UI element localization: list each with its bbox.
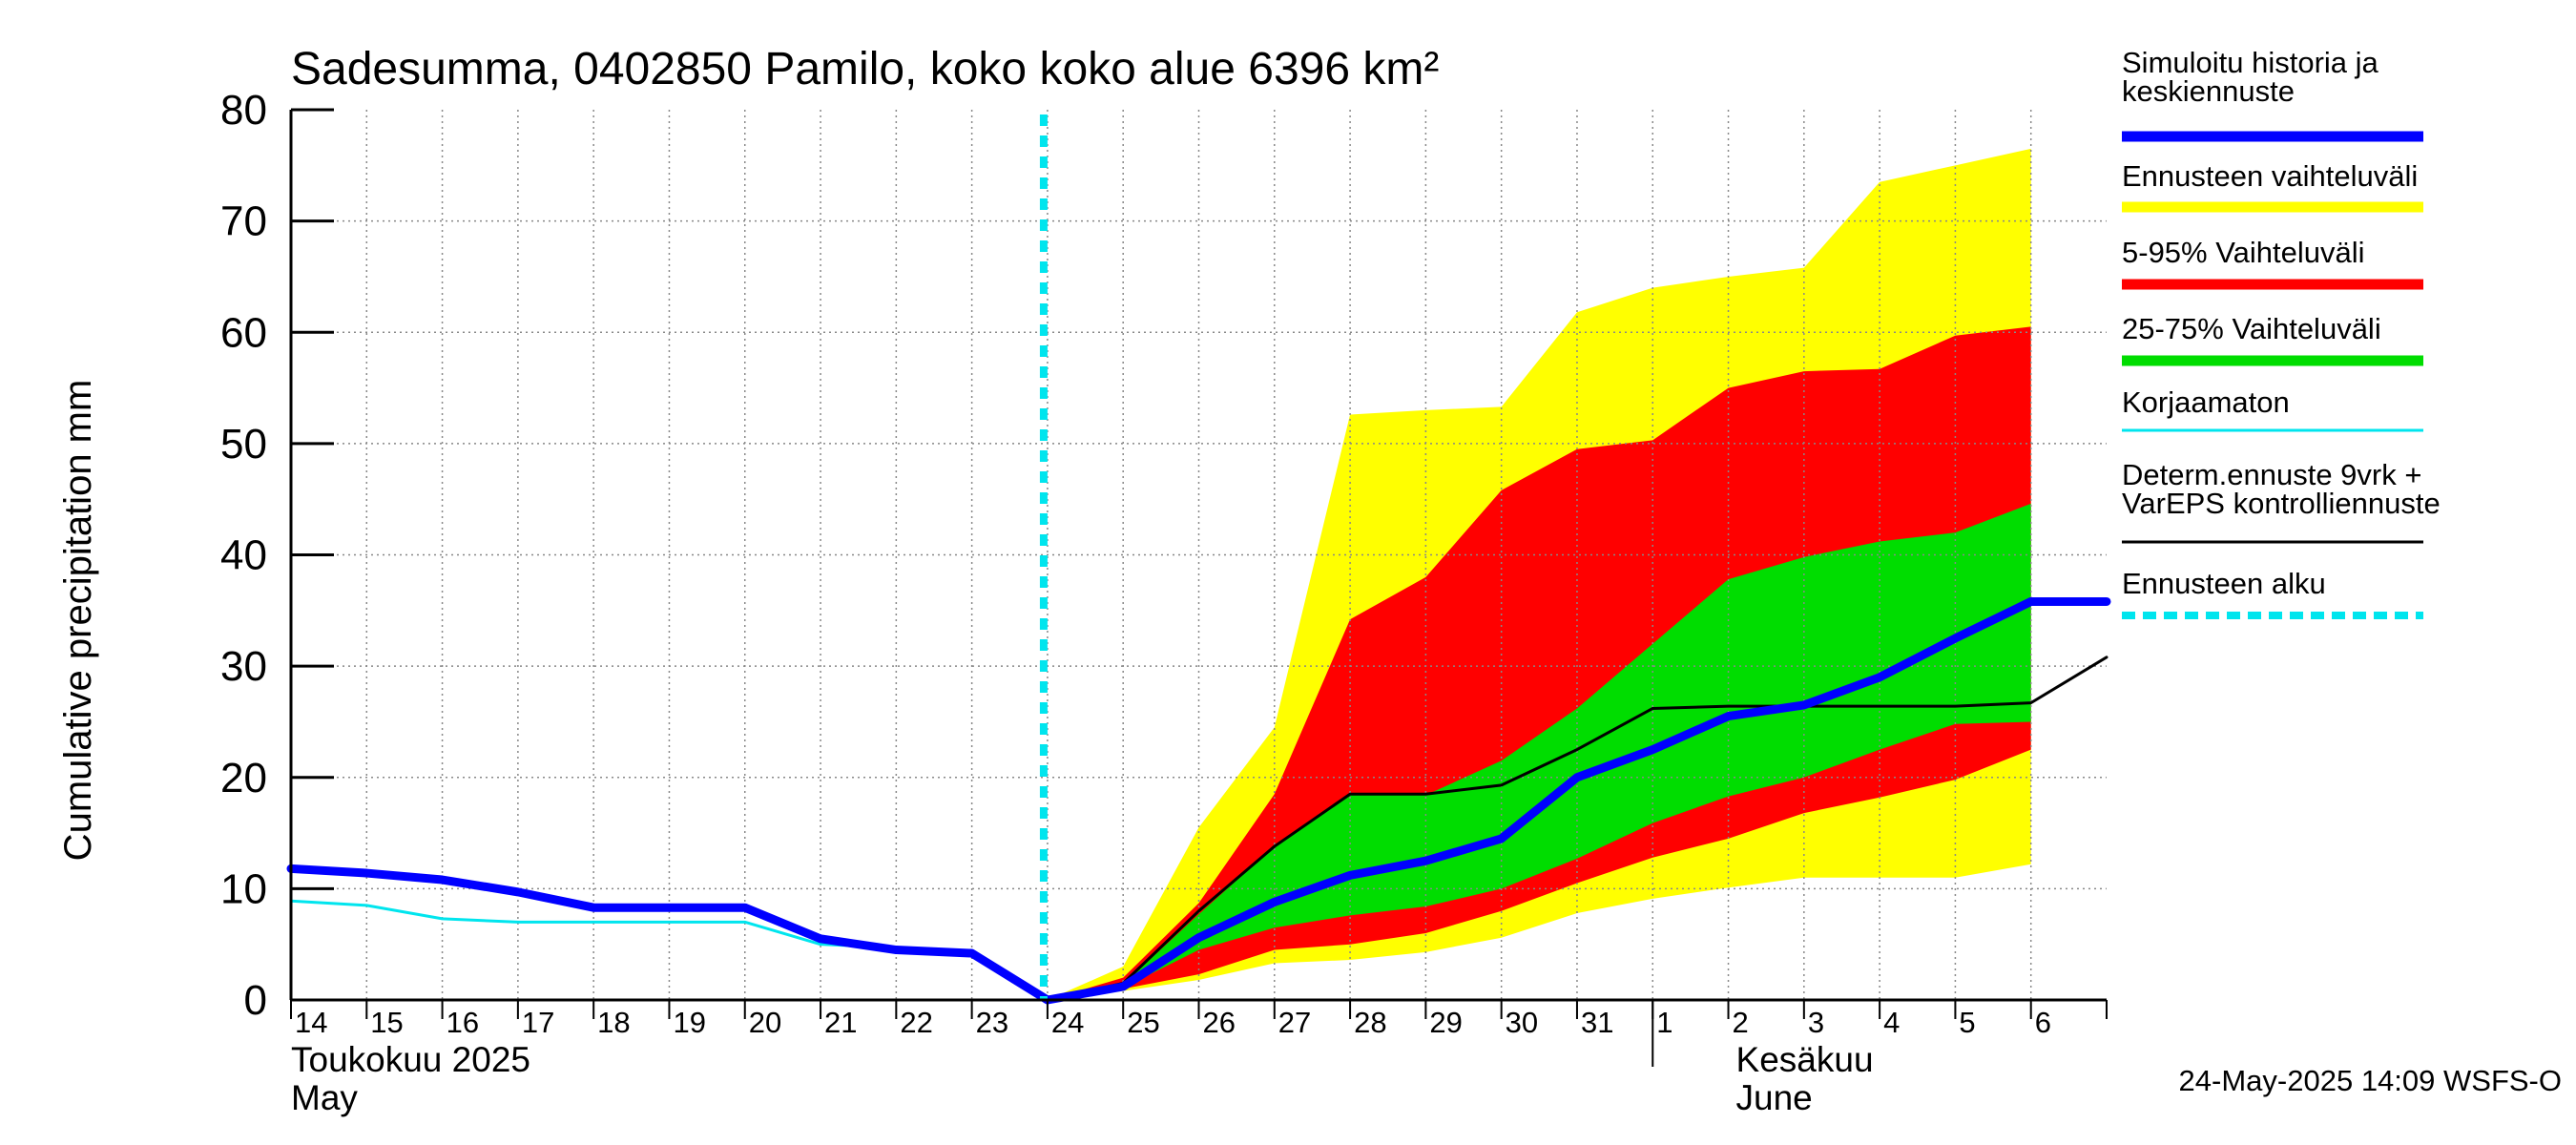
legend-label: keskiennuste xyxy=(2122,74,2295,108)
series-deterministic xyxy=(1046,656,2109,1002)
legend-label: Korjaamaton xyxy=(2122,385,2290,419)
x-tick-label: 15 xyxy=(370,1006,403,1039)
x-tick-label: 21 xyxy=(824,1006,857,1039)
x-tick-label: 27 xyxy=(1278,1006,1311,1039)
legend-label: VarEPS kontrolliennuste xyxy=(2122,487,2441,520)
x-tick-label: 6 xyxy=(2035,1006,2051,1039)
x-tick-label: 22 xyxy=(900,1006,932,1039)
x-tick-label: 14 xyxy=(295,1006,327,1039)
x-tick-label: 5 xyxy=(1959,1006,1975,1039)
x-tick-label: 25 xyxy=(1127,1006,1159,1039)
x-tick-label: 18 xyxy=(597,1006,630,1039)
x-tick-label: 20 xyxy=(749,1006,781,1039)
y-tick-label: 60 xyxy=(220,309,267,356)
month-label-june-en: June xyxy=(1736,1078,1813,1117)
x-tick-label: 26 xyxy=(1203,1006,1236,1039)
month-label-may-fi: Toukokuu 2025 xyxy=(291,1040,530,1079)
chart-title: Sadesumma, 0402850 Pamilo, koko koko alu… xyxy=(291,44,1439,94)
x-tick-label: 1 xyxy=(1656,1006,1672,1039)
x-tick-label: 19 xyxy=(673,1006,705,1039)
band-25-75 xyxy=(1047,503,2031,1000)
y-tick-label: 20 xyxy=(220,755,267,802)
x-tick-label: 31 xyxy=(1581,1006,1613,1039)
y-axis-label: Cumulative precipitation mm xyxy=(57,380,99,862)
y-tick-label: 50 xyxy=(220,421,267,468)
y-tick-label: 70 xyxy=(220,198,267,245)
legend-label: Ennusteen alku xyxy=(2122,567,2326,600)
x-tick-label: 4 xyxy=(1883,1006,1900,1039)
y-tick-label: 30 xyxy=(220,643,267,690)
x-tick-label: 28 xyxy=(1354,1006,1386,1039)
month-label-may-en: May xyxy=(291,1078,358,1117)
series-simulated-mean xyxy=(286,596,2111,1005)
x-tick-label: 2 xyxy=(1733,1006,1749,1039)
legend-label: Simuloitu historia ja xyxy=(2122,46,2379,79)
y-tick-label: 40 xyxy=(220,532,267,579)
x-tick-label: 29 xyxy=(1429,1006,1462,1039)
month-label-june-fi: Kesäkuu xyxy=(1736,1040,1874,1079)
timestamp-footer: 24-May-2025 14:09 WSFS-O xyxy=(2179,1064,2562,1097)
y-tick-label: 80 xyxy=(220,87,267,134)
y-tick-label: 10 xyxy=(220,865,267,912)
y-tick-label: 0 xyxy=(244,977,267,1024)
x-tick-label: 30 xyxy=(1506,1006,1538,1039)
x-tick-label: 3 xyxy=(1808,1006,1824,1039)
x-tick-label: 17 xyxy=(522,1006,554,1039)
legend-label: 5-95% Vaihteluväli xyxy=(2122,236,2364,269)
plot-area xyxy=(286,110,2111,1005)
x-tick-label: 23 xyxy=(976,1006,1008,1039)
legend-label: Ennusteen vaihteluväli xyxy=(2122,159,2418,193)
legend-label: 25-75% Vaihteluväli xyxy=(2122,312,2381,345)
x-tick-label: 16 xyxy=(447,1006,479,1039)
x-tick-label: 24 xyxy=(1051,1006,1084,1039)
legend-label: Determ.ennuste 9vrk + xyxy=(2122,458,2421,491)
